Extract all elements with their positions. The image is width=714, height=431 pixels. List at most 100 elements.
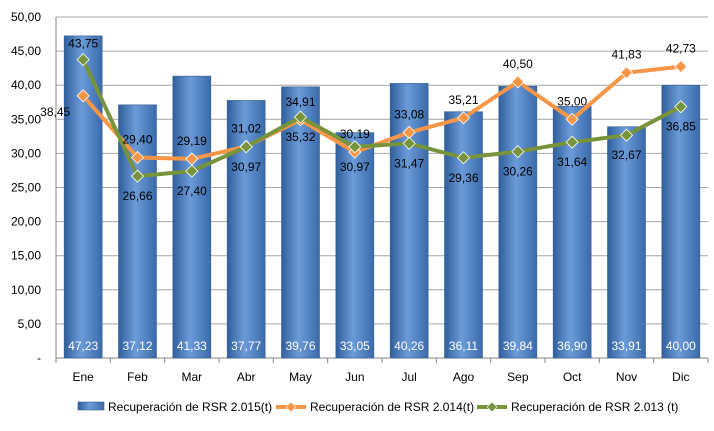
legend-item: Recuperación de RSR 2.013 (t) — [477, 400, 678, 414]
bar — [661, 84, 701, 359]
y-tick-label: 50,00 — [11, 10, 41, 24]
bar — [444, 111, 483, 359]
line-marker — [674, 60, 688, 74]
line-marker — [130, 150, 145, 165]
line-value-label: 34,91 — [285, 95, 315, 109]
line-value-label: 29,36 — [448, 171, 478, 185]
bar-value-label: 40,00 — [666, 339, 696, 353]
line-marker — [511, 75, 525, 89]
axes: - 5,00 10,00 15,00 20,00 25,00 30,00 35,00 40,00… — [11, 10, 709, 384]
line-value-label: 43,75 — [68, 37, 98, 51]
legend-label: Recuperación de RSR 2.013 (t) — [511, 400, 678, 414]
bar-value-label: 41,33 — [177, 339, 207, 353]
x-tick-label: Oct — [563, 370, 582, 384]
line-marker — [348, 140, 362, 154]
legend-marker — [486, 401, 498, 413]
y-tick-label: - — [37, 351, 41, 365]
x-tick-label: Dic — [672, 370, 689, 384]
bar — [389, 83, 429, 359]
x-tick-label: Abr — [237, 370, 256, 384]
bar — [335, 132, 375, 359]
line-value-label: 35,32 — [285, 130, 315, 144]
line-marker — [76, 89, 90, 103]
series-line — [81, 57, 683, 179]
line-value-label: 30,26 — [503, 165, 533, 179]
bar-value-label: 33,91 — [611, 339, 641, 353]
legend-item: Recuperación de RSR 2.014(t) — [276, 400, 474, 414]
line-value-label: 29,19 — [177, 134, 207, 148]
legend: Recuperación de RSR 2.015(t) Recuperación… — [77, 400, 678, 414]
legend-item: Recuperación de RSR 2.015(t) — [77, 400, 272, 414]
line-value-label: 40,50 — [503, 57, 533, 71]
x-tick-label: Ago — [453, 370, 475, 384]
x-tick-label: May — [289, 370, 312, 384]
legend-marker — [285, 401, 297, 413]
legend-swatch — [77, 401, 105, 411]
line-value-label: 35,21 — [448, 93, 478, 107]
line-marker — [674, 100, 688, 114]
bars — [63, 35, 701, 359]
line-value-label: 38,45 — [40, 105, 70, 119]
bar-value-label: 37,77 — [231, 339, 261, 353]
line-value-label: 29,40 — [122, 132, 152, 146]
line-marker — [130, 169, 145, 183]
y-tick-label: 15,00 — [11, 249, 41, 263]
line-value-label: 33,08 — [394, 107, 424, 121]
data-labels: 47,23 37,12 41,33 37,77 39,76 33,05 40,26 36,11… — [40, 37, 696, 353]
line-marker — [185, 164, 199, 178]
line-marker — [565, 135, 579, 149]
line-value-label: 31,64 — [557, 155, 587, 169]
line-marker — [402, 136, 416, 150]
line-value-label: 30,97 — [340, 160, 370, 174]
line-value-label: 31,02 — [231, 121, 261, 135]
bar-value-label: 39,76 — [285, 339, 315, 353]
bar-value-label: 47,23 — [68, 339, 98, 353]
line-value-label: 35,00 — [557, 94, 587, 108]
line-marker — [619, 66, 634, 80]
bar — [172, 75, 212, 359]
bar-value-label: 37,12 — [122, 339, 152, 353]
line-value-label: 36,85 — [666, 120, 696, 134]
y-tick-label: 5,00 — [18, 317, 42, 331]
y-tick-label: 25,00 — [11, 181, 41, 195]
x-tick-label: Ene — [72, 370, 94, 384]
bar-value-label: 40,26 — [394, 339, 424, 353]
x-tick-label: Sep — [507, 370, 529, 384]
legend-label: Recuperación de RSR 2.015(t) — [108, 400, 272, 414]
bar-value-label: 39,84 — [503, 339, 533, 353]
gridlines — [56, 16, 708, 325]
y-tick-label: 40,00 — [11, 78, 41, 92]
line-marker — [76, 53, 90, 67]
y-tick-label: 35,00 — [11, 112, 41, 126]
line-marker — [565, 112, 579, 126]
series-line — [81, 64, 683, 161]
x-tick-label: Nov — [616, 370, 637, 384]
bar — [607, 126, 646, 359]
y-tick-label: 30,00 — [11, 146, 41, 160]
legend-label: Recuperación de RSR 2.014(t) — [310, 400, 474, 414]
bar — [281, 86, 320, 359]
line-marker — [293, 110, 308, 124]
bar-value-label: 36,90 — [557, 339, 587, 353]
bar-value-label: 33,05 — [340, 339, 370, 353]
x-tick-label: Mar — [181, 370, 202, 384]
x-tick-label: Feb — [127, 370, 148, 384]
line-marker — [456, 151, 471, 165]
line-value-label: 30,97 — [231, 160, 261, 174]
y-tick-label: 10,00 — [11, 283, 41, 297]
x-tick-label: Jul — [401, 370, 416, 384]
line-marker — [239, 140, 253, 154]
line-value-label: 41,83 — [611, 48, 641, 62]
line-value-label: 31,47 — [394, 156, 424, 170]
x-tick-label: Jun — [345, 370, 364, 384]
lines — [76, 53, 688, 183]
line-value-label: 32,67 — [611, 148, 641, 162]
line-value-label: 42,73 — [666, 42, 696, 56]
y-tick-label: 20,00 — [11, 215, 41, 229]
bar-value-label: 36,11 — [449, 339, 478, 353]
line-value-label: 27,40 — [177, 184, 207, 198]
bar — [498, 85, 538, 359]
line-value-label: 30,19 — [340, 127, 370, 141]
